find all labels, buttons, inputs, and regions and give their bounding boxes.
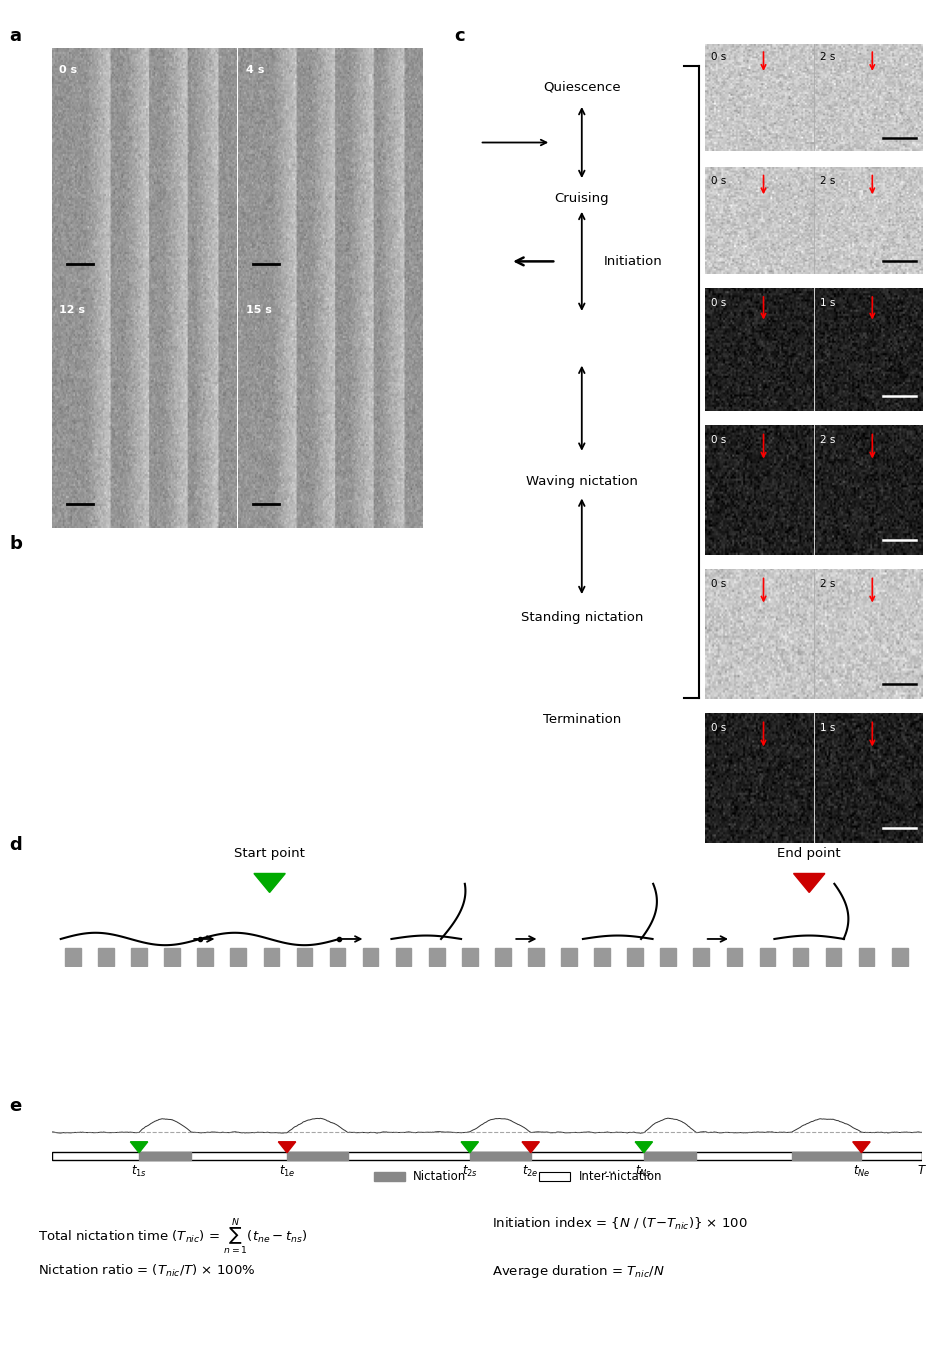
Bar — [561, 947, 577, 965]
Bar — [165, 947, 180, 965]
Bar — [495, 947, 511, 965]
Text: 1 s: 1 s — [820, 298, 835, 307]
Text: $t_{1e}$: $t_{1e}$ — [279, 1164, 295, 1179]
Bar — [287, 1152, 348, 1160]
Polygon shape — [794, 873, 825, 893]
Bar — [52, 1152, 922, 1160]
Bar — [859, 947, 874, 965]
Text: 0 s: 0 s — [711, 724, 727, 733]
Text: b: b — [9, 535, 23, 553]
Text: 0 s: 0 s — [711, 298, 727, 307]
Text: $T$: $T$ — [918, 1164, 927, 1178]
Polygon shape — [852, 1142, 870, 1153]
Text: Initiation index = {$N$ / ($T$$-$$T_{nic}$)} $\times$ 100: Initiation index = {$N$ / ($T$$-$$T_{nic… — [492, 1216, 747, 1233]
Text: Quiescence: Quiescence — [543, 80, 621, 93]
Bar — [528, 947, 544, 965]
Text: Total nictation time ($T_{nic}$) = $\sum_{n=1}^{N}(t_{ne}-t_{ns})$: Total nictation time ($T_{nic}$) = $\sum… — [38, 1216, 307, 1256]
Bar — [826, 947, 841, 965]
Text: 2 s: 2 s — [820, 436, 835, 446]
Bar — [793, 947, 808, 965]
Text: $t_{2s}$: $t_{2s}$ — [462, 1164, 478, 1179]
Polygon shape — [461, 1142, 479, 1153]
Text: 0 s: 0 s — [60, 64, 78, 75]
Text: Standing nictation: Standing nictation — [520, 611, 643, 624]
Bar — [892, 947, 907, 965]
Bar — [462, 947, 478, 965]
Bar — [644, 1152, 696, 1160]
Bar — [429, 947, 445, 965]
Bar — [264, 947, 279, 965]
Bar — [139, 1152, 191, 1160]
Text: 0 s: 0 s — [711, 436, 727, 446]
Bar — [198, 947, 213, 965]
Text: 2 s: 2 s — [820, 175, 835, 186]
Text: d: d — [9, 836, 22, 854]
Text: Waving nictation: Waving nictation — [526, 476, 638, 488]
Text: End point: End point — [778, 847, 841, 860]
Bar — [329, 947, 345, 965]
Text: c: c — [454, 27, 464, 45]
Text: $t_{1s}$: $t_{1s}$ — [131, 1164, 147, 1179]
Text: Initiation: Initiation — [604, 255, 662, 267]
Text: Inter-nictation: Inter-nictation — [579, 1169, 662, 1183]
Text: 1 s: 1 s — [820, 724, 835, 733]
Polygon shape — [278, 1142, 296, 1153]
Bar — [297, 947, 312, 965]
Bar — [594, 947, 610, 965]
Polygon shape — [635, 1142, 653, 1153]
Text: 12 s: 12 s — [60, 304, 85, 315]
Bar — [395, 947, 412, 965]
Bar — [727, 947, 743, 965]
Text: e: e — [9, 1097, 22, 1115]
Bar — [760, 947, 776, 965]
Text: 0 s: 0 s — [711, 580, 727, 590]
Text: Termination: Termination — [543, 713, 621, 725]
Bar — [693, 947, 710, 965]
Bar — [231, 947, 246, 965]
Text: 15 s: 15 s — [246, 304, 272, 315]
Polygon shape — [131, 1142, 148, 1153]
Bar — [98, 947, 114, 965]
Polygon shape — [254, 873, 286, 893]
Bar — [660, 947, 676, 965]
Text: $t_{Ne}$: $t_{Ne}$ — [852, 1164, 870, 1179]
Text: $t_{2e}$: $t_{2e}$ — [522, 1164, 539, 1179]
Bar — [470, 1152, 531, 1160]
Text: Start point: Start point — [235, 847, 305, 860]
Polygon shape — [522, 1142, 539, 1153]
Text: 2 s: 2 s — [820, 580, 835, 590]
Bar — [131, 947, 147, 965]
Text: a: a — [9, 27, 22, 45]
Text: Nictation: Nictation — [413, 1169, 466, 1183]
Bar — [627, 947, 643, 965]
Text: Average duration = $T_{nic}/N$: Average duration = $T_{nic}/N$ — [492, 1263, 665, 1279]
Bar — [65, 947, 80, 965]
Text: Nictation ratio = ($T_{nic}/T$) $\times$ 100%: Nictation ratio = ($T_{nic}/T$) $\times$… — [38, 1263, 255, 1279]
Text: 4 s: 4 s — [246, 64, 264, 75]
Bar — [792, 1152, 862, 1160]
Text: 2 s: 2 s — [820, 52, 835, 63]
Bar — [374, 1172, 405, 1180]
Text: Cruising: Cruising — [554, 192, 609, 204]
Text: 0 s: 0 s — [711, 52, 727, 63]
Bar — [362, 947, 378, 965]
Text: $t_{Ns}$: $t_{Ns}$ — [636, 1164, 653, 1179]
Text: $\cdots$: $\cdots$ — [603, 1164, 615, 1178]
Text: 0 s: 0 s — [711, 175, 727, 186]
Bar — [539, 1172, 569, 1180]
